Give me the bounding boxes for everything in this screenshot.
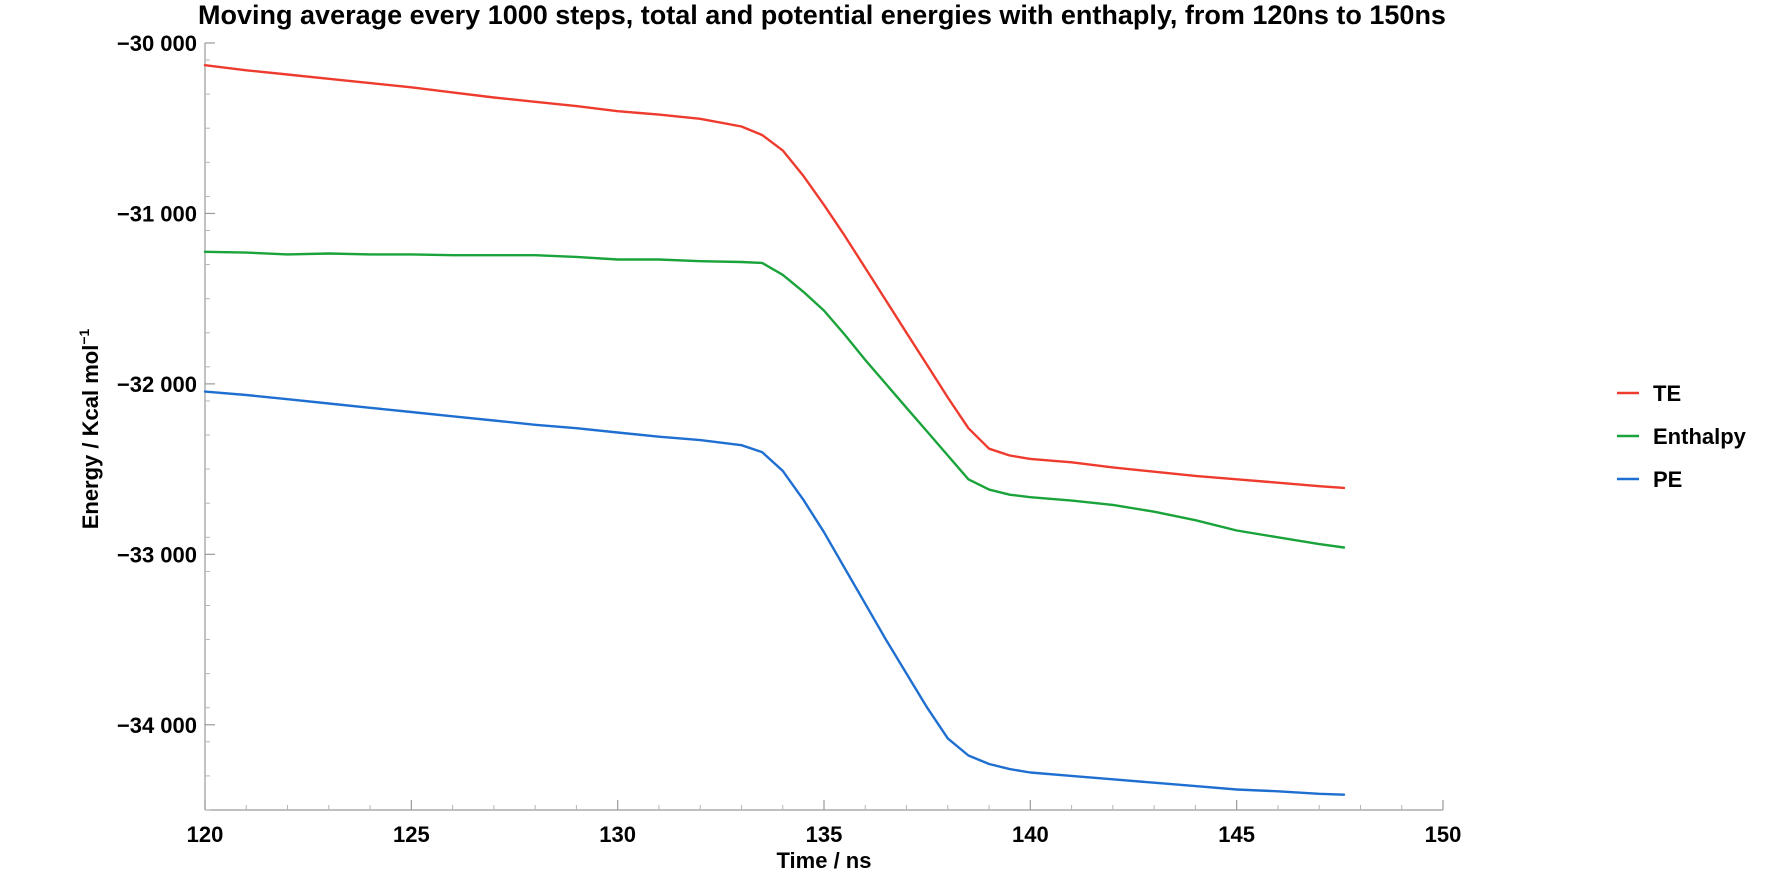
plot-area bbox=[203, 64, 1346, 796]
y-tick-label: −33 000 bbox=[117, 542, 197, 567]
y-tick-label: −30 000 bbox=[117, 31, 197, 56]
y-axis-label-superscript: −1 bbox=[76, 328, 92, 344]
legend: TE Enthalpy PE bbox=[1617, 381, 1747, 492]
y-tick-label: −31 000 bbox=[117, 201, 197, 226]
y-tick-label: −32 000 bbox=[117, 372, 197, 397]
x-tick-label: 145 bbox=[1218, 822, 1255, 847]
y-tick-label: −34 000 bbox=[117, 713, 197, 738]
legend-label-pe: PE bbox=[1653, 467, 1682, 492]
series-line-pe bbox=[203, 390, 1346, 796]
series-line-enthalpy bbox=[203, 250, 1346, 549]
y-axis-label-text: Energy / Kcal mol bbox=[78, 345, 103, 530]
x-tick-label: 130 bbox=[599, 822, 636, 847]
x-tick-label: 135 bbox=[806, 822, 843, 847]
series-line-te bbox=[203, 64, 1346, 490]
x-tick-label: 120 bbox=[187, 822, 224, 847]
x-tick-label: 125 bbox=[393, 822, 430, 847]
x-axis-label: Time / ns bbox=[777, 848, 872, 873]
y-axis-label-group: Energy / Kcal mol−1 bbox=[76, 328, 103, 529]
x-tick-label: 140 bbox=[1012, 822, 1049, 847]
chart-title: Moving average every 1000 steps, total a… bbox=[198, 0, 1446, 30]
y-axis-label: Energy / Kcal mol−1 bbox=[76, 328, 103, 529]
axes: 120 125 130 135 140 145 150 −30 000 −31 000 −32 0… bbox=[117, 31, 1462, 847]
x-tick-label: 150 bbox=[1425, 822, 1462, 847]
legend-label-enthalpy: Enthalpy bbox=[1653, 424, 1747, 449]
legend-label-te: TE bbox=[1653, 381, 1681, 406]
